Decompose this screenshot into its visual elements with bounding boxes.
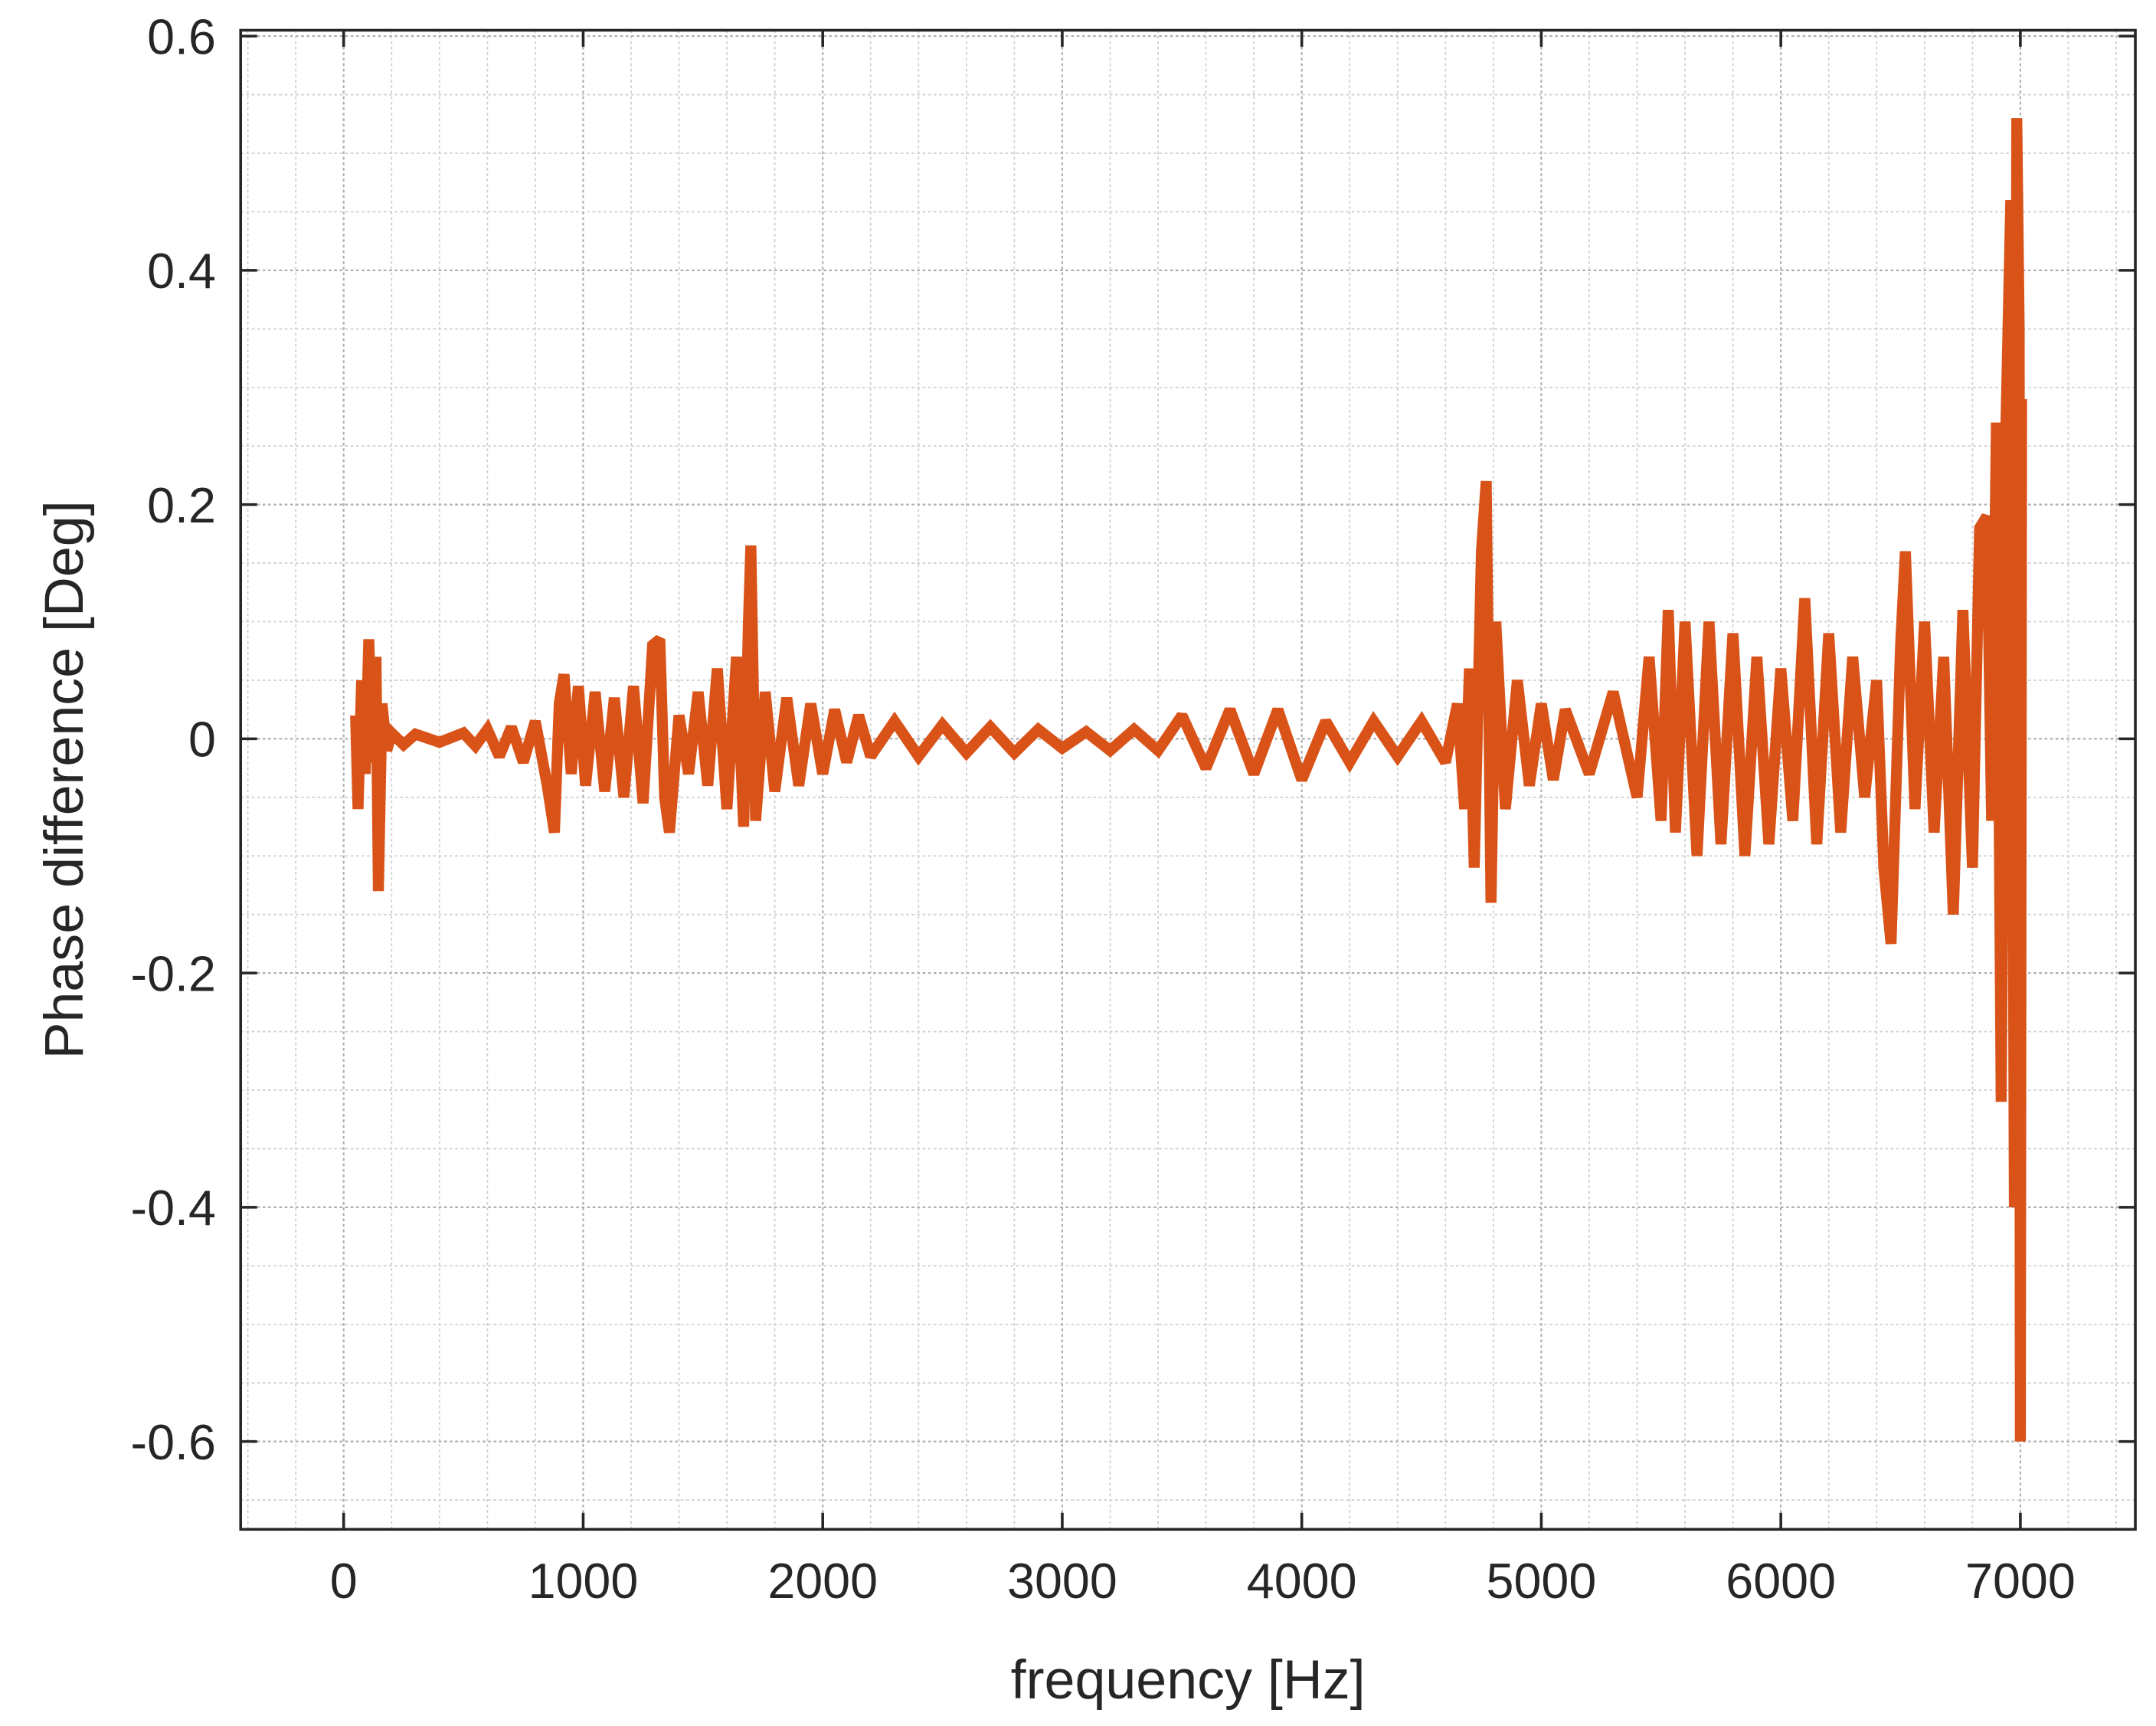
y-tick-label: -0.2 [131, 946, 216, 1001]
x-tick-label: 3000 [1007, 1554, 1117, 1609]
y-tick-label: -0.6 [131, 1415, 216, 1470]
y-tick-label: -0.4 [131, 1181, 216, 1236]
plot-area [350, 118, 2027, 1442]
y-tick-label: 0.4 [147, 244, 216, 299]
x-tick-label: 5000 [1487, 1554, 1597, 1609]
x-axis-label: frequency [Hz] [1011, 1649, 1366, 1711]
x-tick-label: 0 [330, 1554, 358, 1609]
axes-box [239, 28, 2137, 1531]
ticks: 0 1000 2000 3000 4000 5000 6000 7000 -0.6 -0.4 -0.… [131, 9, 2136, 1609]
x-tick-label: 4000 [1247, 1554, 1357, 1609]
y-tick-label: 0.6 [147, 9, 216, 64]
x-tick-label: 2000 [767, 1554, 878, 1609]
x-tick-label: 7000 [1965, 1554, 2076, 1609]
grid [240, 30, 2136, 1530]
y-tick-label: 0.2 [147, 478, 216, 533]
y-axis-label: Phase difference [Deg] [34, 500, 95, 1059]
y-tick-label: 0 [188, 712, 216, 768]
data-line [350, 118, 2027, 1442]
x-tick-label: 1000 [528, 1554, 639, 1609]
x-tick-label: 6000 [1726, 1554, 1836, 1609]
